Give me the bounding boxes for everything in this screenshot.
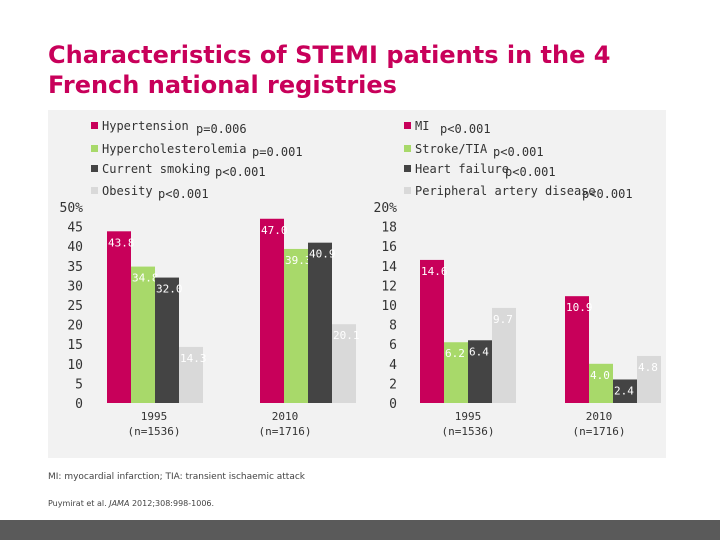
right-legend-p-value: p<0.001	[505, 165, 556, 179]
left-legend-label: Hypercholesterolemia	[102, 142, 247, 156]
citation: Puymirat et al. JAMA 2012;308:998-1006.	[48, 499, 214, 508]
right-chart-bar	[589, 363, 613, 403]
right-chart-data-label: 4.0	[590, 369, 610, 382]
right-chart-ytick: 20%	[374, 201, 398, 216]
left-legend-swatch	[91, 145, 98, 152]
left-chart-data-label: 14.3	[180, 352, 207, 365]
right-chart-ytick: 10	[381, 299, 397, 314]
citation-authors: Puymirat et al.	[48, 499, 107, 508]
left-chart-ytick: 50%	[60, 201, 84, 216]
right-chart-ytick: 18	[381, 221, 397, 236]
left-chart-category-label: 1995	[141, 410, 168, 423]
left-chart-ytick: 45	[67, 221, 83, 236]
left-chart-bar	[131, 266, 155, 403]
right-legend-swatch	[404, 122, 411, 129]
right-legend-swatch	[404, 187, 411, 194]
left-chart-ytick: 15	[67, 338, 83, 353]
left-legend-swatch	[91, 122, 98, 129]
left-chart-ytick: 5	[75, 377, 83, 392]
right-chart-ytick: 16	[381, 240, 397, 255]
left-legend-swatch	[91, 165, 98, 172]
left-chart-data-label: 43.8	[108, 236, 135, 249]
left-legend-swatch	[91, 187, 98, 194]
left-chart-data-label: 40.9	[309, 248, 336, 261]
right-chart-bar	[468, 340, 492, 403]
left-chart-ytick: 40	[67, 240, 83, 255]
right-chart-ytick: 2	[389, 377, 397, 392]
left-chart-data-label: 34.8	[132, 272, 159, 285]
right-chart-data-label: 4.8	[638, 361, 658, 374]
right-chart-category-label: 2010	[586, 410, 613, 423]
left-legend-label: Current smoking	[102, 162, 210, 176]
right-legend-label: Peripheral artery disease	[415, 184, 596, 198]
left-chart-ytick: 0	[75, 397, 83, 412]
left-legend-p-value: p=0.001	[252, 145, 303, 159]
left-legend-p-value: p=0.006	[196, 122, 247, 136]
left-chart-data-label: 47.0	[261, 224, 288, 237]
right-chart-data-label: 9.7	[493, 313, 513, 326]
right-chart-bar	[613, 379, 637, 403]
left-legend-label: Obesity	[102, 184, 153, 198]
left-chart-data-label: 20.1	[333, 329, 360, 342]
left-legend-p-value: p<0.001	[158, 187, 209, 201]
right-legend-swatch	[404, 145, 411, 152]
right-chart-bar	[492, 307, 516, 403]
right-legend-label: MI	[415, 119, 429, 133]
left-chart-category-label: (n=1716)	[259, 425, 312, 438]
left-chart-bar	[260, 218, 284, 403]
right-chart-data-label: 6.2	[445, 347, 465, 360]
right-chart-ytick: 14	[381, 260, 397, 275]
slide-title: Characteristics of STEMI patients in the…	[48, 41, 611, 99]
right-legend-label: Stroke/TIA	[415, 142, 488, 156]
right-legend-p-value: p<0.001	[493, 145, 544, 159]
right-chart-category-label: (n=1716)	[573, 425, 626, 438]
left-chart-data-label: 32.0	[156, 283, 183, 296]
left-legend-label: Hypertension	[102, 119, 189, 133]
left-chart-bar	[332, 324, 356, 403]
left-chart-ytick: 10	[67, 358, 83, 373]
left-chart-category-label: (n=1536)	[128, 425, 181, 438]
right-legend-p-value: p<0.001	[440, 122, 491, 136]
left-chart-bar	[155, 277, 179, 403]
left-chart-ytick: 20	[67, 319, 83, 334]
left-chart-bar	[107, 231, 131, 403]
left-chart-ytick: 25	[67, 299, 83, 314]
right-chart-ytick: 0	[389, 397, 397, 412]
citation-ref: 2012;308:998-1006.	[131, 499, 215, 508]
footnote: MI: myocardial infarction; TIA: transien…	[48, 472, 306, 482]
left-legend-p-value: p<0.001	[215, 165, 266, 179]
right-chart-bar	[565, 296, 589, 403]
right-chart-data-label: 10.9	[566, 301, 593, 314]
right-legend-swatch	[404, 165, 411, 172]
left-chart-bar	[308, 242, 332, 403]
citation-journal: JAMA	[109, 499, 130, 508]
right-chart-data-label: 14.6	[421, 265, 448, 278]
right-legend-p-value: p<0.001	[582, 187, 633, 201]
left-chart-bar	[284, 248, 308, 403]
left-chart-bar	[179, 346, 203, 403]
right-chart-ytick: 12	[381, 279, 397, 294]
right-chart-ytick: 4	[389, 358, 397, 373]
right-legend-label: Heart failure	[415, 162, 509, 176]
left-chart-data-label: 39.3	[285, 254, 312, 267]
left-chart-ytick: 30	[67, 279, 83, 294]
right-chart-category-label: (n=1536)	[442, 425, 495, 438]
left-chart-category-label: 2010	[272, 410, 299, 423]
right-chart-data-label: 2.4	[614, 384, 634, 397]
right-chart-data-label: 6.4	[469, 345, 489, 358]
right-chart-bar	[420, 259, 444, 403]
left-chart-ytick: 35	[67, 260, 83, 275]
right-chart-bar	[637, 355, 661, 403]
bottom-bar	[0, 520, 720, 540]
right-chart-bar	[444, 342, 468, 403]
right-chart-ytick: 8	[389, 319, 397, 334]
right-chart-category-label: 1995	[455, 410, 482, 423]
right-chart-ytick: 6	[389, 338, 397, 353]
